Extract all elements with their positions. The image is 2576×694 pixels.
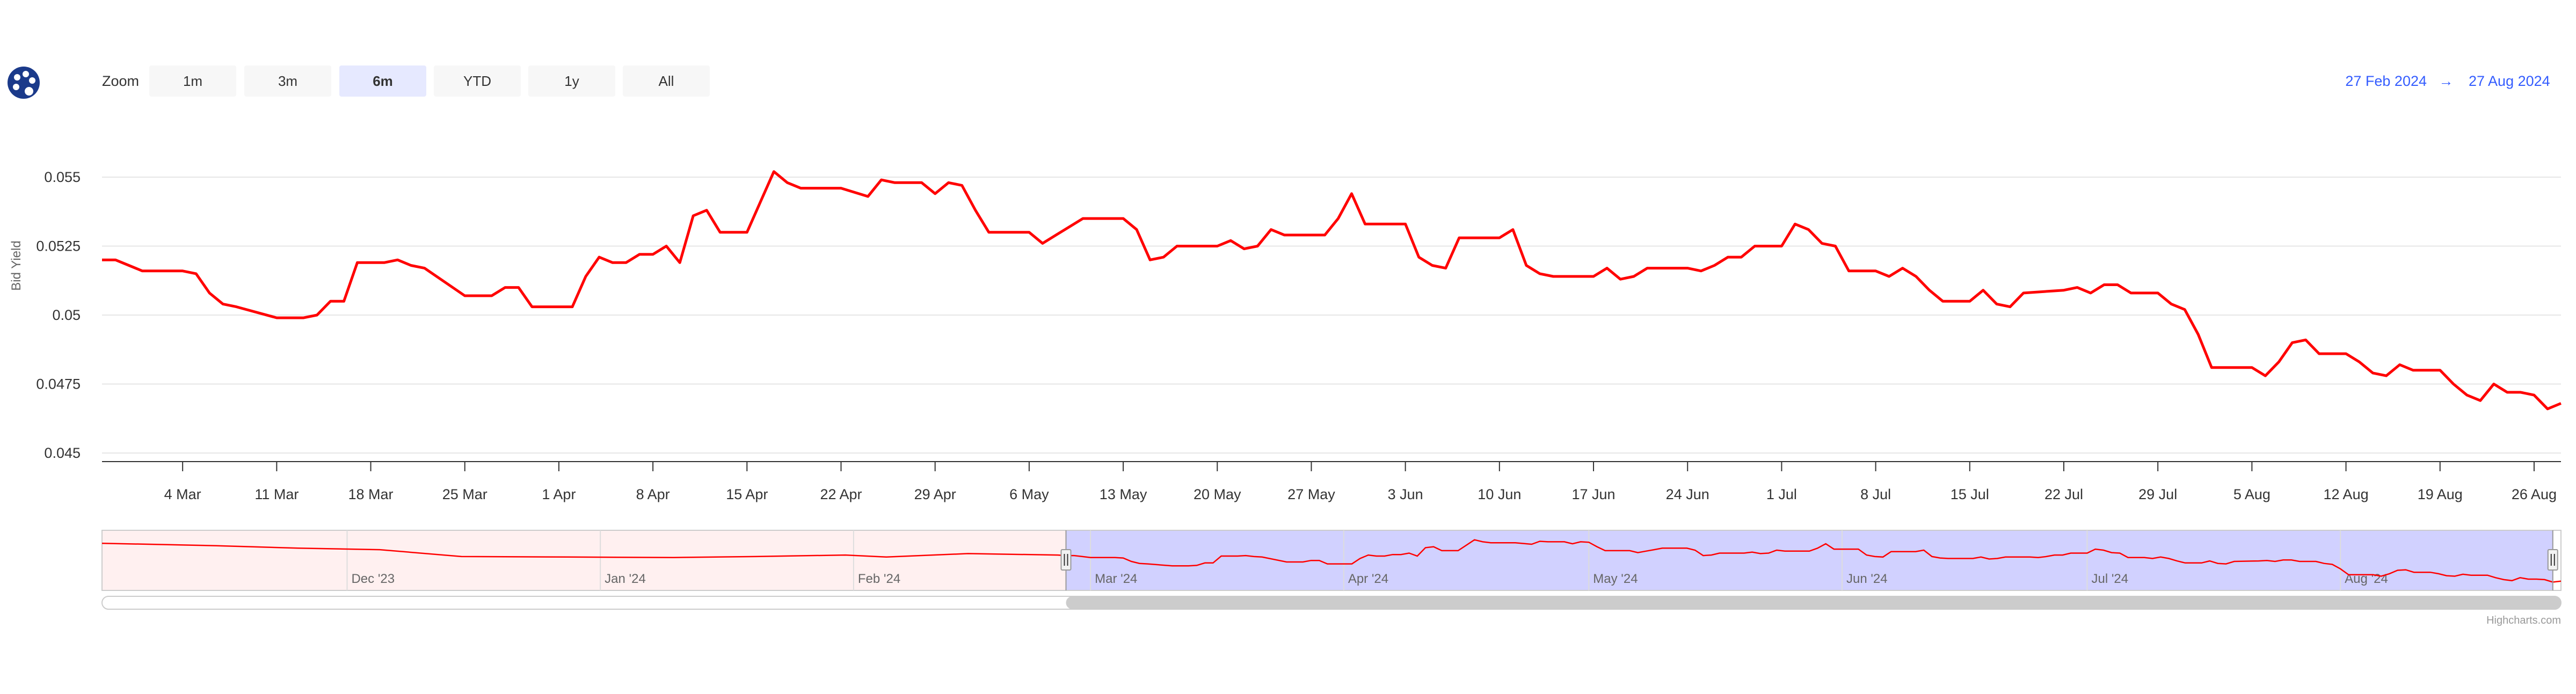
zoom-button-bg[interactable] [623, 65, 710, 97]
y-tick-label: 0.055 [44, 169, 81, 185]
navigator[interactable]: Dec '23 Jan '24 Feb '24 Mar '24 Apr '24 May '… [101, 530, 2562, 591]
x-tick-label: 12 Aug [2324, 486, 2369, 502]
zoom-button-ytd[interactable]: YTD [434, 65, 521, 97]
zoom-button-label: 1y [564, 73, 579, 89]
zoom-button-bg[interactable] [528, 65, 615, 97]
x-tick-label: 18 Mar [348, 486, 394, 502]
y-axis: 0.045 0.0475 0.05 0.0525 0.055 [36, 169, 81, 461]
x-tick-label: 6 May [1009, 486, 1049, 502]
x-tick-label: 3 Jun [1388, 486, 1423, 502]
y-tick-label: 0.0525 [36, 238, 81, 254]
navigator-series-line [101, 539, 2562, 583]
navigator-label: Apr '24 [1348, 572, 1388, 586]
y-tick-label: 0.045 [44, 445, 81, 461]
zoom-button-label: YTD [463, 73, 491, 89]
zoom-button-group: 1m 3m 6m YTD 1y All [149, 65, 710, 97]
navigator-selected-mask[interactable] [1066, 530, 2553, 590]
x-tick-label: 26 Aug [2512, 486, 2557, 502]
navigator-outline [101, 530, 2562, 591]
zoom-button-bg[interactable] [339, 65, 426, 97]
navigator-handle-left[interactable] [1060, 530, 1072, 590]
x-tick-label: 22 Jul [2044, 486, 2083, 502]
scrollbar-thumb[interactable] [1066, 596, 2561, 609]
y-tick-label: 0.05 [52, 307, 81, 323]
navigator-handle-grip[interactable] [2547, 549, 2558, 571]
navigator-handle-grip[interactable] [1060, 549, 1072, 571]
series-line [102, 170, 2562, 411]
navigator-outside-mask [102, 530, 1066, 590]
x-tick-label: 13 May [1100, 486, 1147, 502]
x-tick-label: 11 Mar [254, 486, 299, 502]
x-tick-label: 1 Jul [1766, 486, 1797, 502]
x-tick-label: 15 Apr [726, 486, 768, 502]
zoom-button-label: 6m [373, 73, 393, 89]
x-tick-label: 8 Apr [636, 486, 670, 502]
x-tick-label: 20 May [1194, 486, 1241, 502]
x-tick-label: 4 Mar [164, 486, 201, 502]
zoom-button-1m[interactable]: 1m [149, 65, 236, 97]
navigator-label: Jun '24 [1846, 572, 1888, 586]
x-tick-label: 29 Apr [914, 486, 956, 502]
navigator-label: Jan '24 [605, 572, 646, 586]
navigator-label: Feb '24 [858, 572, 900, 586]
zoom-label: Zoom [102, 73, 139, 89]
zoom-button-all[interactable]: All [623, 65, 710, 97]
navigator-label: May '24 [1593, 572, 1638, 586]
x-tick-label: 5 Aug [2233, 486, 2271, 502]
navigator-label: Aug '24 [2345, 572, 2388, 586]
x-tick-label: 19 Aug [2418, 486, 2463, 502]
grid-lines [102, 177, 2561, 462]
palette-icon[interactable] [8, 67, 40, 99]
navigator-label: Dec '23 [351, 572, 395, 586]
x-tick-label: 10 Jun [1478, 486, 1521, 502]
zoom-button-bg[interactable] [434, 65, 521, 97]
zoom-button-label: All [659, 73, 674, 89]
x-tick-label: 25 Mar [442, 486, 487, 502]
navigator-label: Mar '24 [1095, 572, 1137, 586]
x-tick-label: 22 Apr [820, 486, 862, 502]
x-axis: 4 Mar 11 Mar 18 Mar 25 Mar 1 Apr 8 Apr 15 Apr 2… [164, 462, 2557, 502]
x-tick-label: 17 Jun [1571, 486, 1615, 502]
zoom-button-label: 3m [278, 73, 297, 89]
zoom-button-3m[interactable]: 3m [244, 65, 331, 97]
y-tick-label: 0.0475 [36, 376, 81, 392]
navigator-handle-right[interactable] [2547, 530, 2558, 590]
x-tick-label: 29 Jul [2138, 486, 2177, 502]
zoom-button-bg[interactable] [149, 65, 236, 97]
credits-link[interactable]: Highcharts.com [2486, 615, 2561, 626]
zoom-button-1y[interactable]: 1y [528, 65, 615, 97]
zoom-button-6m[interactable]: 6m [339, 65, 426, 97]
range-from-input[interactable]: 27 Feb 2024 [2345, 73, 2427, 89]
navigator-label: Jul '24 [2091, 572, 2128, 586]
x-tick-label: 15 Jul [1951, 486, 1989, 502]
y-axis-title: Bid Yield [9, 240, 24, 290]
zoom-button-bg[interactable] [244, 65, 331, 97]
range-arrow: → [2439, 73, 2454, 89]
range-to-input[interactable]: 27 Aug 2024 [2469, 73, 2550, 89]
x-tick-label: 24 Jun [1666, 486, 1709, 502]
x-tick-label: 27 May [1287, 486, 1335, 502]
zoom-button-label: 1m [183, 73, 202, 89]
x-tick-label: 8 Jul [1860, 486, 1891, 502]
x-tick-label: 1 Apr [542, 486, 576, 502]
